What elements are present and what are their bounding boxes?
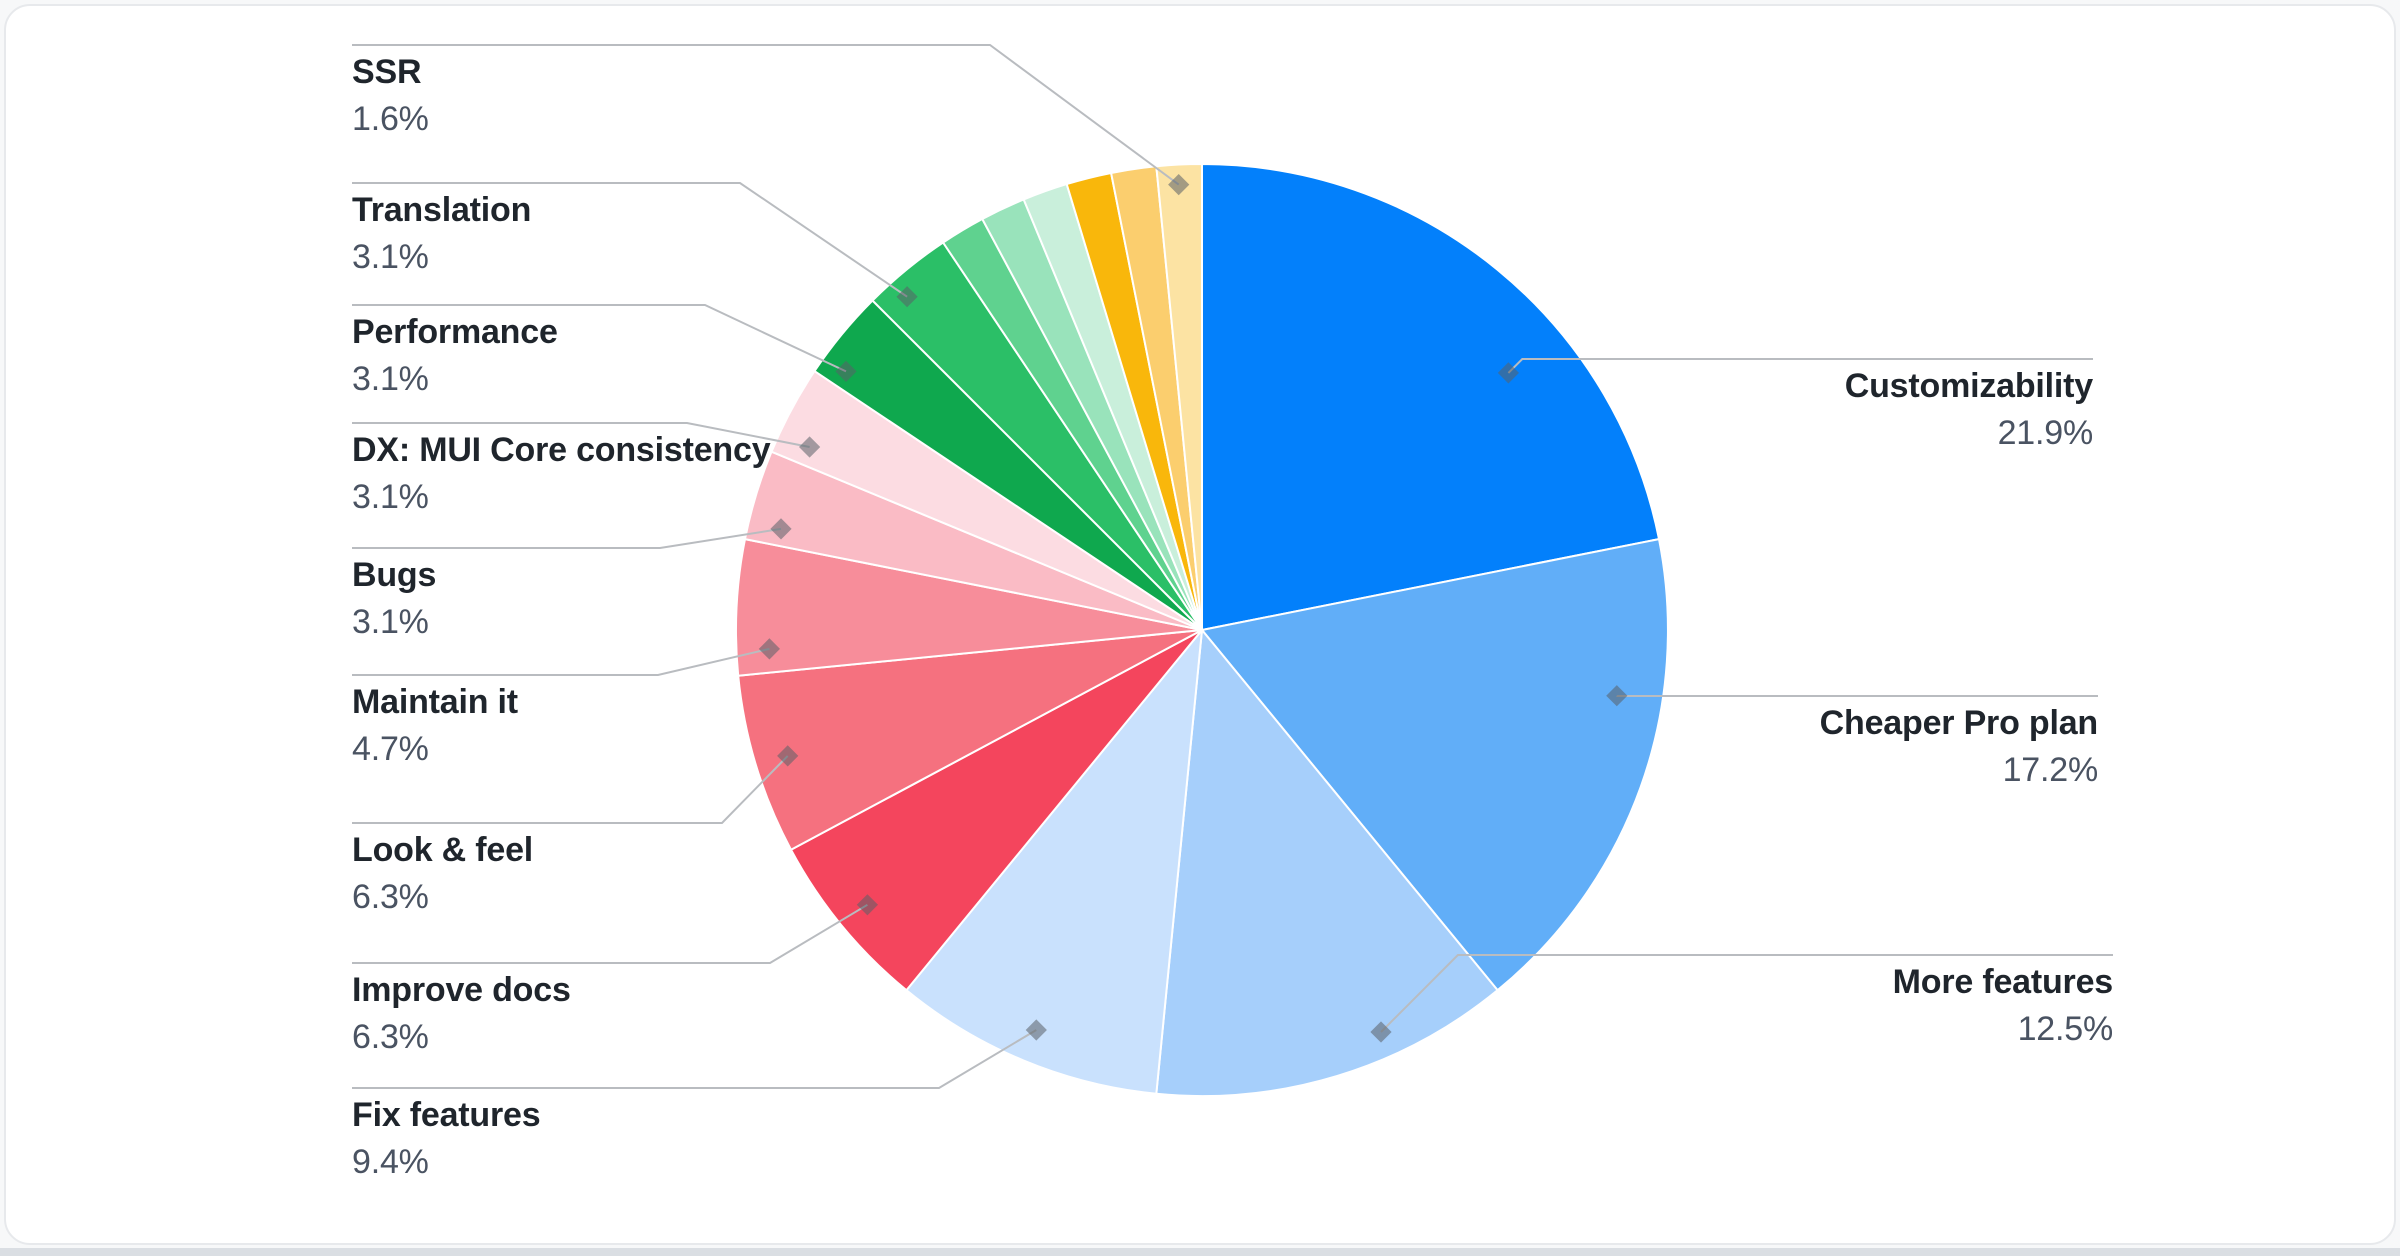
leader-marker-dx-mui-core-consistency [798,436,821,458]
leader-line-ssr [352,44,1180,186]
leader-marker-look-and-feel [777,745,799,767]
pie-slice-ssr[interactable] [1155,162,1203,631]
bottom-section-edge [0,1248,2400,1256]
pie-slice-fix-features[interactable] [905,629,1203,1095]
pie-slice-improve-docs[interactable] [790,629,1203,992]
leader-line-fix-features [352,1029,1037,1089]
leader-line-performance [352,304,847,373]
pie-slice-look-and-feel[interactable] [737,629,1203,851]
leader-marker-maintain-it [758,638,781,660]
leader-marker-improve-docs [856,894,879,916]
leader-line-more-features [1380,954,2113,1033]
leader-line-translation [352,182,908,298]
pie-slices [735,162,1669,1097]
leader-line-improve-docs [352,903,868,964]
leader-line-bugs [352,527,782,549]
leader-line-maintain-it [352,647,770,676]
pie-slice-customizability[interactable] [1201,163,1660,631]
leader-line-look-and-feel [352,755,789,824]
leader-marker-performance [835,360,857,383]
pie-slice-more-features[interactable] [1155,629,1499,1097]
leader-line-dx-mui-core-consistency [352,422,810,448]
leader-marker-translation [896,286,918,308]
leader-line-customizability [1507,358,2093,374]
leader-marker-bugs [770,518,792,540]
pie-slice-cheaper-pro-plan[interactable] [1201,538,1669,992]
